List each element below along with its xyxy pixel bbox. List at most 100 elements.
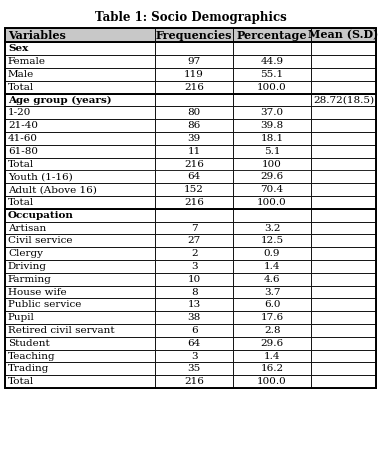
Bar [155,68,233,81]
Bar [233,298,311,311]
Text: Occupation: Occupation [8,211,74,220]
Bar [155,363,233,375]
Text: 7: 7 [191,224,197,233]
Bar [5,183,155,196]
Bar [311,222,376,234]
Bar [311,107,376,119]
Text: Mean (S.D): Mean (S.D) [308,30,379,41]
Text: 18.1: 18.1 [261,134,284,143]
Text: 16.2: 16.2 [261,364,284,373]
Bar [5,81,155,94]
Bar [155,183,233,196]
Bar [233,42,311,55]
Text: 216: 216 [184,160,204,169]
Text: 3: 3 [191,262,197,271]
Bar [311,298,376,311]
Bar [5,273,155,286]
Text: 39: 39 [187,134,201,143]
Text: 11: 11 [187,147,201,156]
Text: 3.2: 3.2 [264,224,280,233]
Text: 29.6: 29.6 [261,172,284,181]
Bar [311,132,376,145]
Text: 13: 13 [187,301,201,310]
Text: 8: 8 [191,288,197,297]
Bar [155,350,233,363]
Text: 10: 10 [187,275,201,284]
Text: 64: 64 [187,339,201,348]
Text: 2: 2 [191,249,197,258]
Text: Youth (1-16): Youth (1-16) [8,172,73,181]
Bar [311,273,376,286]
Bar [5,196,155,209]
Bar [5,209,155,222]
Bar [155,28,233,42]
Text: 37.0: 37.0 [261,108,284,117]
Bar [5,222,155,234]
Bar [233,260,311,273]
Text: Clergy: Clergy [8,249,43,258]
Text: Total: Total [8,160,34,169]
Text: 2.8: 2.8 [264,326,280,335]
Text: Adult (Above 16): Adult (Above 16) [8,185,97,194]
Bar [233,350,311,363]
Text: 86: 86 [187,121,201,130]
Bar [155,145,233,158]
Text: 119: 119 [184,70,204,79]
Bar [155,234,233,248]
Text: 100.0: 100.0 [257,377,287,386]
Text: 100.0: 100.0 [257,83,287,92]
Text: Variables: Variables [8,30,66,41]
Bar [311,324,376,337]
Text: Trading: Trading [8,364,50,373]
Bar [5,28,155,42]
Bar [311,145,376,158]
Bar [155,324,233,337]
Text: 80: 80 [187,108,201,117]
Text: 1.4: 1.4 [264,262,280,271]
Text: Percentage: Percentage [237,30,307,41]
Bar [233,132,311,145]
Bar [155,337,233,350]
Bar [155,298,233,311]
Bar [5,248,155,260]
Bar [233,363,311,375]
Bar [155,171,233,183]
Bar [311,119,376,132]
Bar [233,375,311,388]
Bar [311,42,376,55]
Text: 39.8: 39.8 [261,121,284,130]
Bar [5,324,155,337]
Bar [311,209,376,222]
Bar [311,363,376,375]
Text: Retired civil servant: Retired civil servant [8,326,115,335]
Bar [5,298,155,311]
Bar [5,132,155,145]
Text: Female: Female [8,57,46,66]
Bar [155,158,233,171]
Bar [233,324,311,337]
Text: 64: 64 [187,172,201,181]
Bar [233,145,311,158]
Text: 4.6: 4.6 [264,275,280,284]
Text: House wife: House wife [8,288,67,297]
Bar [233,196,311,209]
Text: 6: 6 [191,326,197,335]
Bar [5,171,155,183]
Bar [311,337,376,350]
Text: Total: Total [8,377,34,386]
Bar [311,260,376,273]
Text: 216: 216 [184,377,204,386]
Bar [155,81,233,94]
Text: 41-60: 41-60 [8,134,38,143]
Bar [5,363,155,375]
Text: Age group (years): Age group (years) [8,95,112,105]
Text: 70.4: 70.4 [261,185,284,194]
Text: 61-80: 61-80 [8,147,38,156]
Text: 44.9: 44.9 [261,57,284,66]
Bar [311,375,376,388]
Text: 12.5: 12.5 [261,236,284,245]
Text: 1-20: 1-20 [8,108,31,117]
Bar [311,28,376,42]
Bar [155,311,233,324]
Text: 38: 38 [187,313,201,322]
